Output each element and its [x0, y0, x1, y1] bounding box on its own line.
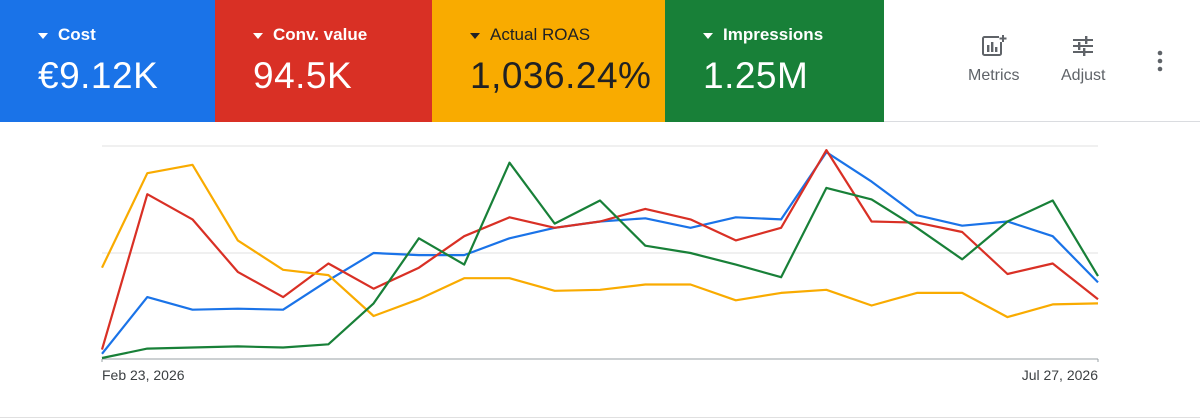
caret-down-icon: [38, 33, 48, 39]
caret-down-icon: [470, 33, 480, 39]
caret-down-icon: [703, 33, 713, 39]
x-axis-start-label: Feb 23, 2026: [102, 367, 185, 383]
scorecard-value: 1,036.24%: [470, 55, 652, 96]
series-line-conv-value[interactable]: [100, 149, 1099, 350]
scorecard-label: Actual ROAS: [490, 25, 591, 44]
series-line-actual-roas[interactable]: [101, 163, 1099, 319]
scorecard-label: Cost: [58, 25, 96, 44]
chart-toolbar: Metrics Adjust: [884, 0, 1200, 121]
scorecard-header: Conv. value: [253, 24, 432, 46]
scorecard-value: 94.5K: [253, 55, 353, 96]
scorecard-cost[interactable]: Cost €9.12K: [0, 0, 215, 122]
sliders-icon: [1073, 36, 1094, 56]
more-vert-icon: [1157, 50, 1163, 72]
scorecard-bar: Cost €9.12K Conv. value 94.5K Actual ROA…: [0, 0, 1200, 122]
scorecard-header: Cost: [38, 24, 215, 46]
scorecard-value: €9.12K: [38, 55, 159, 96]
scorecard-label: Conv. value: [273, 25, 368, 44]
line-chart: Feb 23, 2026 Jul 27, 2026: [0, 122, 1200, 418]
scorecard-header: Actual ROAS: [470, 24, 665, 46]
x-axis-end-label: Jul 27, 2026: [1021, 367, 1098, 383]
caret-down-icon: [253, 33, 263, 39]
adjust-button-label: Adjust: [1061, 67, 1106, 84]
scorecard-label: Impressions: [723, 25, 824, 44]
metrics-button-label: Metrics: [968, 67, 1020, 84]
scorecard-impressions[interactable]: Impressions 1.25M: [665, 0, 884, 122]
scorecard-conv-value[interactable]: Conv. value 94.5K: [215, 0, 432, 122]
scorecard-header: Impressions: [703, 24, 884, 46]
line-chart-svg: [100, 145, 1099, 364]
more-options-button[interactable]: [1150, 49, 1170, 73]
adjust-button[interactable]: Adjust: [1061, 34, 1105, 85]
scorecard-actual-roas[interactable]: Actual ROAS 1,036.24%: [432, 0, 665, 122]
metrics-chart-plus-icon: [981, 34, 1007, 56]
scorecard-value: 1.25M: [703, 55, 809, 96]
series-line-impressions[interactable]: [101, 161, 1099, 360]
metrics-button[interactable]: Metrics: [968, 34, 1020, 85]
